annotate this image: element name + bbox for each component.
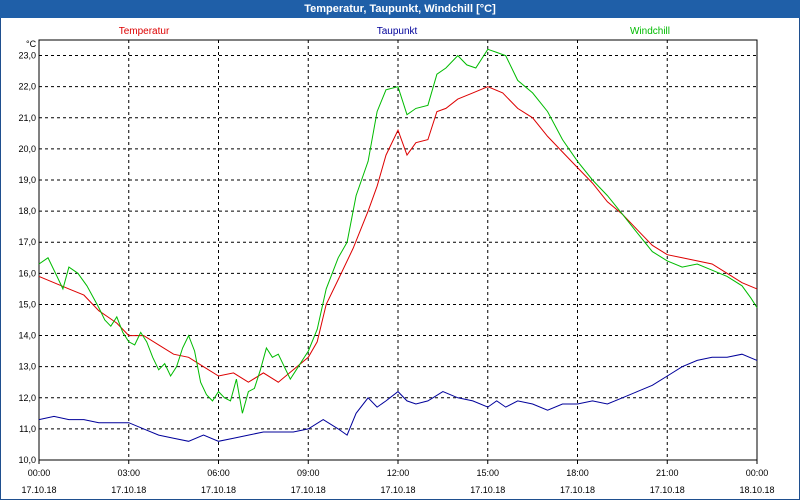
x-axis-ticks: 00:00 17.10.18 03:00 17.10.18 06:00 17.10.18 0… <box>21 468 774 495</box>
x-tick-date: 17.10.18 <box>380 485 415 495</box>
x-tick-date: 17.10.18 <box>21 485 56 495</box>
x-tick-date: 18.10.18 <box>739 485 774 495</box>
y-tick-label: 14,0 <box>18 331 36 341</box>
y-axis-ticks: 10,0 11,0 12,0 13,0 14,0 15,0 16,0 17,0 18,0 19,0… <box>18 51 36 465</box>
series-line-windchill <box>38 48 758 414</box>
y-tick-label: 19,0 <box>18 175 36 185</box>
y-tick-label: 18,0 <box>18 206 36 216</box>
y-tick-label: 17,0 <box>18 237 36 247</box>
x-tick-time: 21:00 <box>656 468 679 478</box>
x-tick-time: 00:00 <box>28 468 51 478</box>
x-tick-date: 17.10.18 <box>650 485 685 495</box>
y-tick-label: 12,0 <box>18 393 36 403</box>
grid <box>38 40 758 464</box>
y-tick-label: 15,0 <box>18 299 36 309</box>
legend-temperatur: Temperatur <box>119 26 170 37</box>
legend-windchill: Windchill <box>630 26 670 37</box>
y-tick-label: 13,0 <box>18 362 36 372</box>
series-line-taupunkt <box>38 353 758 442</box>
x-tick-date: 17.10.18 <box>560 485 595 495</box>
x-tick-date: 17.10.18 <box>201 485 236 495</box>
x-tick-time: 12:00 <box>387 468 410 478</box>
x-tick-date: 17.10.18 <box>111 485 146 495</box>
y-axis-label: °C <box>26 39 37 49</box>
y-tick-label: 22,0 <box>18 82 36 92</box>
x-tick-time: 15:00 <box>476 468 499 478</box>
series <box>38 48 758 442</box>
legend-taupunkt: Taupunkt <box>377 26 418 37</box>
y-tick-label: 23,0 <box>18 51 36 61</box>
x-tick-time: 18:00 <box>566 468 589 478</box>
x-tick-time: 06:00 <box>207 468 230 478</box>
x-tick-time: 09:00 <box>297 468 320 478</box>
y-tick-label: 11,0 <box>19 424 36 434</box>
chart-title: Temperatur, Taupunkt, Windchill [°C] <box>0 0 800 18</box>
y-tick-label: 16,0 <box>18 268 36 278</box>
y-tick-label: 21,0 <box>18 113 36 123</box>
x-tick-date: 17.10.18 <box>291 485 326 495</box>
plot-area <box>38 39 758 461</box>
x-tick-date: 17.10.18 <box>470 485 505 495</box>
legend: Temperatur Taupunkt Windchill <box>119 26 670 37</box>
y-tick-label: 20,0 <box>18 144 36 154</box>
y-tick-label: 10,0 <box>18 455 36 465</box>
x-tick-time: 03:00 <box>117 468 140 478</box>
x-tick-time: 00:00 <box>746 468 769 478</box>
